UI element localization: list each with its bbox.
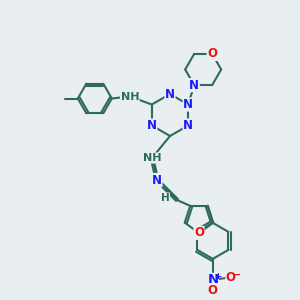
- Text: N: N: [183, 119, 193, 132]
- Text: O: O: [207, 47, 217, 60]
- Text: N: N: [183, 98, 193, 111]
- Text: O: O: [226, 272, 236, 284]
- Text: NH: NH: [143, 153, 161, 163]
- Text: +: +: [214, 272, 221, 281]
- Text: N: N: [207, 273, 218, 286]
- Text: −: −: [233, 270, 241, 280]
- Text: O: O: [194, 226, 204, 239]
- Text: O: O: [208, 284, 218, 297]
- Text: NH: NH: [121, 92, 139, 101]
- Text: H: H: [160, 193, 169, 203]
- Text: N: N: [147, 119, 157, 132]
- Text: N: N: [152, 173, 162, 187]
- Text: N: N: [189, 79, 199, 92]
- Text: N: N: [165, 88, 175, 100]
